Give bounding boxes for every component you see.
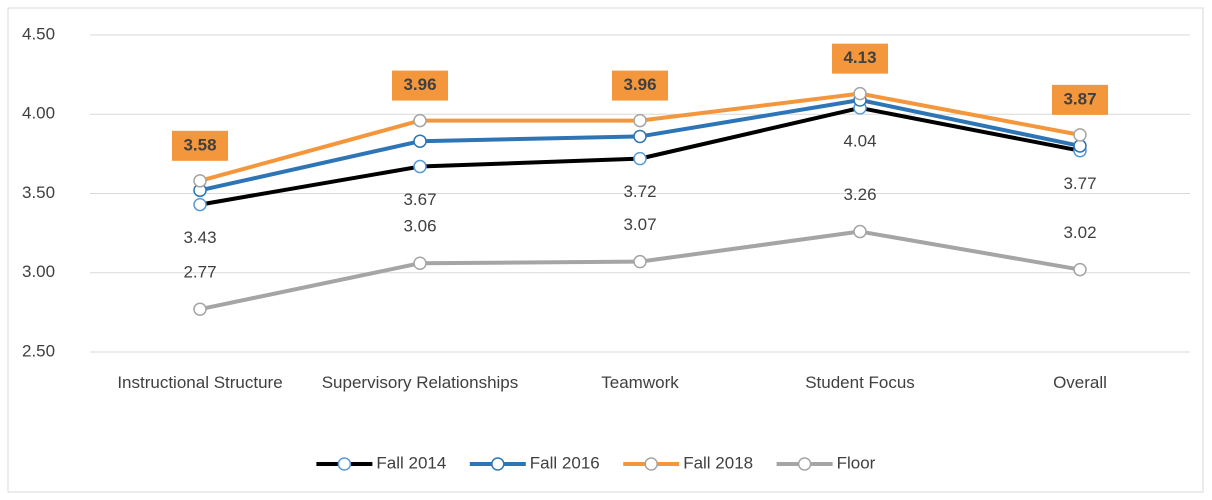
legend-marker: [797, 457, 812, 471]
data-label: 3.72: [623, 182, 656, 201]
marker: [413, 134, 427, 148]
y-tick-label: 4.50: [22, 24, 55, 43]
marker: [193, 197, 207, 212]
marker: [853, 86, 867, 101]
data-label: 3.58: [183, 135, 216, 154]
data-label: 3.06: [403, 217, 436, 236]
marker: [853, 224, 867, 239]
y-tick-label: 4.00: [22, 104, 55, 123]
legend-marker: [644, 457, 658, 471]
data-label: 3.96: [403, 75, 436, 94]
x-tick-label: Student Focus: [805, 373, 915, 392]
marker: [633, 129, 647, 144]
y-tick-label: 2.50: [22, 341, 55, 360]
legend-label: Floor: [837, 453, 876, 472]
x-tick-label: Overall: [1053, 373, 1107, 392]
marker: [1073, 128, 1087, 142]
marker: [633, 113, 647, 128]
marker: [413, 113, 427, 128]
marker: [633, 151, 647, 166]
marker: [1073, 139, 1087, 153]
x-tick-label: Supervisory Relationships: [321, 373, 519, 392]
data-label: 3.07: [623, 215, 656, 234]
marker: [193, 302, 207, 316]
data-label-box: [832, 43, 888, 74]
chart-frame: [7, 7, 1204, 493]
legend-label: Fall 2018: [683, 453, 753, 472]
legend-label: Fall 2014: [376, 453, 446, 472]
data-label: 3.77: [1063, 174, 1096, 193]
data-label-box: [612, 70, 668, 101]
data-label: 3.67: [403, 190, 436, 209]
data-label: 3.26: [843, 185, 876, 204]
marker: [193, 174, 207, 188]
marker: [413, 256, 427, 270]
marker: [413, 159, 427, 174]
data-label: 4.13: [843, 48, 876, 67]
data-label: 3.02: [1063, 223, 1096, 242]
legend-label: Fall 2016: [530, 453, 600, 472]
marker: [1073, 262, 1087, 277]
x-tick-label: Instructional Structure: [117, 373, 283, 392]
data-label-box: [1052, 84, 1108, 115]
y-tick-label: 3.00: [22, 262, 55, 281]
data-label: 3.87: [1063, 89, 1096, 108]
x-tick-label: Teamwork: [601, 373, 679, 392]
marker: [633, 254, 647, 269]
legend-marker: [491, 457, 505, 471]
legend-marker: [337, 457, 352, 471]
data-label: 4.04: [843, 131, 876, 150]
data-label: 2.77: [183, 263, 216, 282]
data-label-box: [172, 130, 228, 161]
data-label-box: [392, 70, 448, 101]
data-label: 3.43: [183, 228, 216, 247]
y-tick-label: 3.50: [22, 183, 55, 202]
data-label: 3.96: [623, 75, 656, 94]
